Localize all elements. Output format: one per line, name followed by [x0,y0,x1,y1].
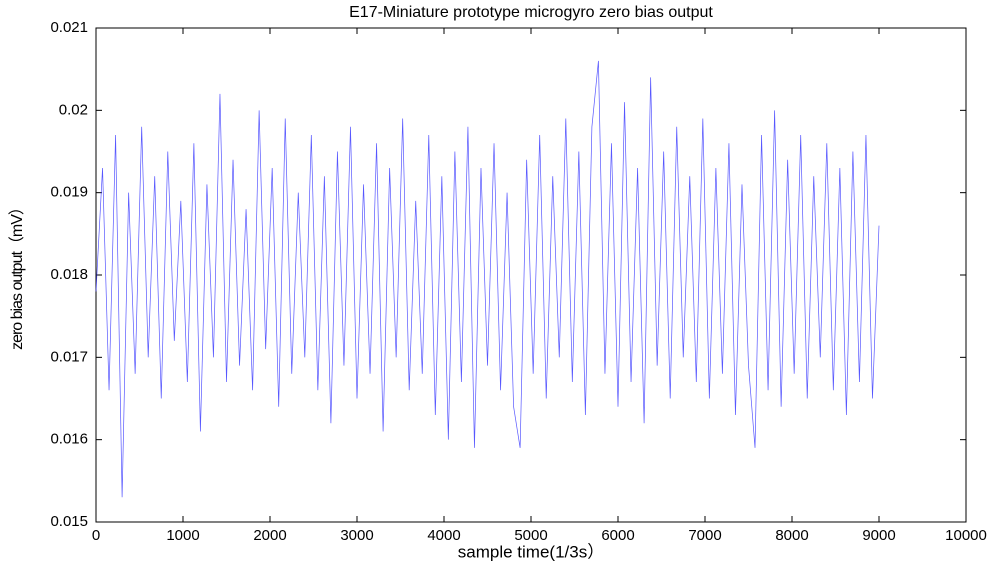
x-tick-label: 6000 [601,527,634,544]
y-tick-label: 0.016 [50,431,88,448]
x-tick-label: 5000 [514,527,547,544]
x-tick-label: 3000 [340,527,373,544]
data-line [95,60,880,498]
chart-title: E17-Miniature prototype microgyro zero b… [349,4,713,21]
x-tick-label: 0 [92,527,100,544]
x-tick-label: 7000 [688,527,721,544]
y-axis-label: zero bias output（mV） [8,200,26,350]
x-tick-label: 8000 [775,527,808,544]
x-tick-label: 10000 [945,527,987,544]
x-tick-label: 2000 [253,527,286,544]
y-tick-label: 0.015 [50,513,88,530]
plot-frame [95,27,967,523]
x-tick-label: 1000 [166,527,199,544]
y-tick-label: 0.017 [50,348,88,365]
x-tick-label: 4000 [427,527,460,544]
x-tick-label: 9000 [862,527,895,544]
y-tick-label: 0.019 [50,184,88,201]
x-axis-label: sample time(1/3s） [458,542,604,561]
y-tick-label: 0.018 [50,266,88,283]
y-tick-label: 0.021 [50,19,88,36]
y-tick-label: 0.02 [59,101,88,118]
